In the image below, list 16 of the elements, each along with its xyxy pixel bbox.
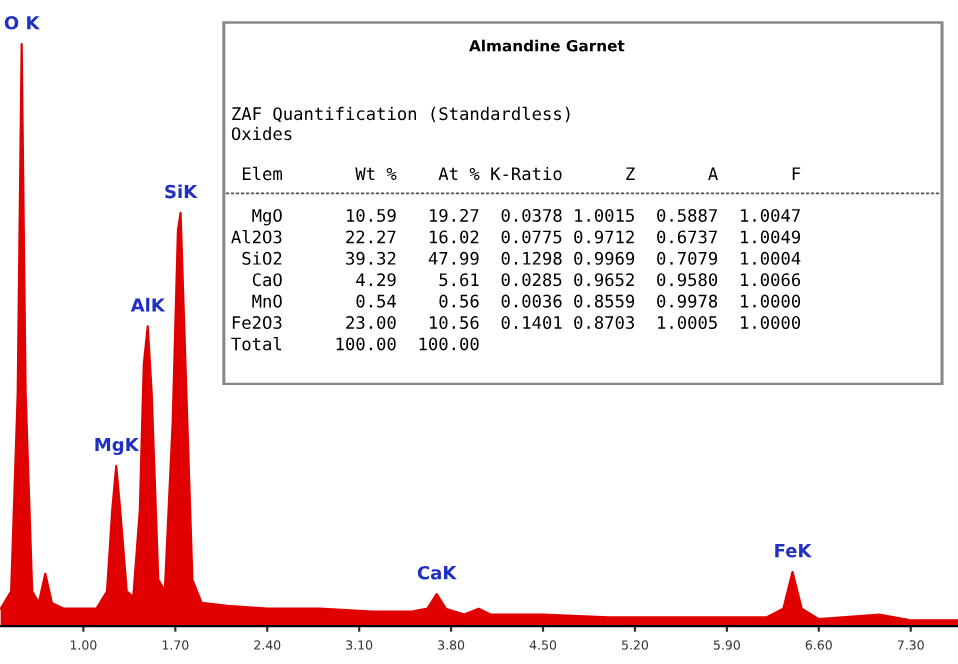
- annotation: Oxides: [231, 126, 292, 141]
- annotation: MnO 0.54 0.56 0.0036 0.8559 0.9978 1.0000: [252, 294, 801, 308]
- annotation: MgO 10.59 19.27 0.0378 1.0015 0.5887 1.0047: [252, 208, 800, 226]
- annotation: ZAF Quantification (Standardless): [232, 106, 570, 123]
- annotation: SiO2 39.32 47.99 0.1298 0.9969 0.7079 1.0004: [242, 251, 801, 265]
- annotation: Elem Wt % At % K-Ratio Z A F: [242, 166, 801, 181]
- annotation: AlK: [130, 297, 166, 312]
- annotation: FeK: [775, 544, 812, 558]
- annotation: Total 100.00 100.00: [231, 337, 479, 351]
- annotation: MgK: [95, 437, 140, 456]
- annotation: CaO 4.29 5.61 0.0285 0.9652 0.9580 1.0066: [252, 273, 801, 287]
- annotation: CaK: [417, 565, 457, 580]
- annotation: Al2O3 22.27 16.02 0.0775 0.9712 0.6737 1.0049: [231, 230, 801, 244]
- annotation: Fe2O3 23.00 10.56 0.1401 0.8703 1.0005 1.0000: [232, 316, 801, 330]
- annotation: O K: [4, 15, 41, 30]
- annotation: SiK: [165, 184, 198, 199]
